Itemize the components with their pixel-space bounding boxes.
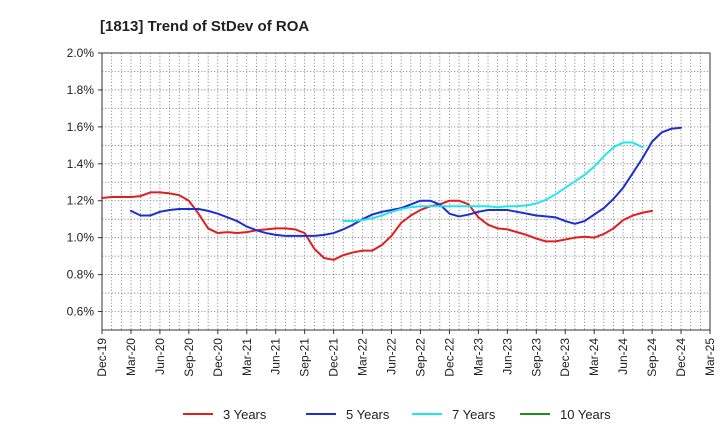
x-tick-label: Mar-23 <box>471 338 485 376</box>
y-tick-label: 0.8% <box>67 268 95 282</box>
x-tick-label: Mar-22 <box>356 338 370 376</box>
x-tick-label: Jun-21 <box>269 338 283 375</box>
y-tick-label: 1.0% <box>67 231 95 245</box>
x-tick-label: Dec-20 <box>211 338 225 377</box>
y-tick-label: 1.6% <box>67 120 95 134</box>
series-line-7-years <box>342 141 644 223</box>
x-tick-label: Dec-21 <box>327 338 341 377</box>
x-tick-label: Dec-19 <box>95 338 109 377</box>
x-tick-label: Mar-24 <box>587 338 601 376</box>
x-tick-label: Dec-22 <box>442 338 456 377</box>
y-tick-label: 0.6% <box>67 305 95 319</box>
legend-label: 7 Years <box>452 407 496 422</box>
grid-layer <box>102 53 710 330</box>
x-tick-label: Mar-25 <box>703 338 717 376</box>
chart-title: [1813] Trend of StDev of ROA <box>100 18 309 35</box>
series-line-3-years <box>101 191 654 261</box>
legend: 3 Years 5 Years 7 Years 10 Years <box>183 407 611 422</box>
x-tick-label: Jun-20 <box>153 338 167 375</box>
y-tick-label: 1.4% <box>67 157 95 171</box>
x-tick-label: Jun-24 <box>616 338 630 375</box>
x-tick-label: Jun-22 <box>385 338 399 375</box>
x-tick-label: Sep-24 <box>645 338 659 377</box>
y-tick-label: 1.2% <box>67 194 95 208</box>
x-tick-label: Mar-21 <box>240 338 254 376</box>
x-tick-label: Mar-20 <box>124 338 138 376</box>
x-tick-label: Sep-23 <box>529 338 543 377</box>
x-tick-label: Sep-21 <box>298 338 312 377</box>
x-tick-label: Dec-23 <box>558 338 572 377</box>
x-tick-label: Dec-24 <box>674 338 688 377</box>
x-tick-label: Jun-23 <box>500 338 514 375</box>
y-tick-label: 2.0% <box>67 46 95 60</box>
legend-label: 5 Years <box>346 407 390 422</box>
x-tick-label: Sep-20 <box>182 338 196 377</box>
legend-label: 3 Years <box>223 407 267 422</box>
x-tick-label: Sep-22 <box>413 338 427 377</box>
series-line-5-years <box>129 126 683 237</box>
legend-label: 10 Years <box>560 407 611 422</box>
y-tick-label: 1.8% <box>67 83 95 97</box>
plot-border <box>101 52 711 331</box>
series-layer <box>101 126 683 261</box>
axis-layer: 0.6% 0.8% 1.0% 1.2% 1.4% 1.6% 1.8% 2.0% Dec-19 Ma… <box>67 46 717 377</box>
plot-area <box>102 53 710 330</box>
